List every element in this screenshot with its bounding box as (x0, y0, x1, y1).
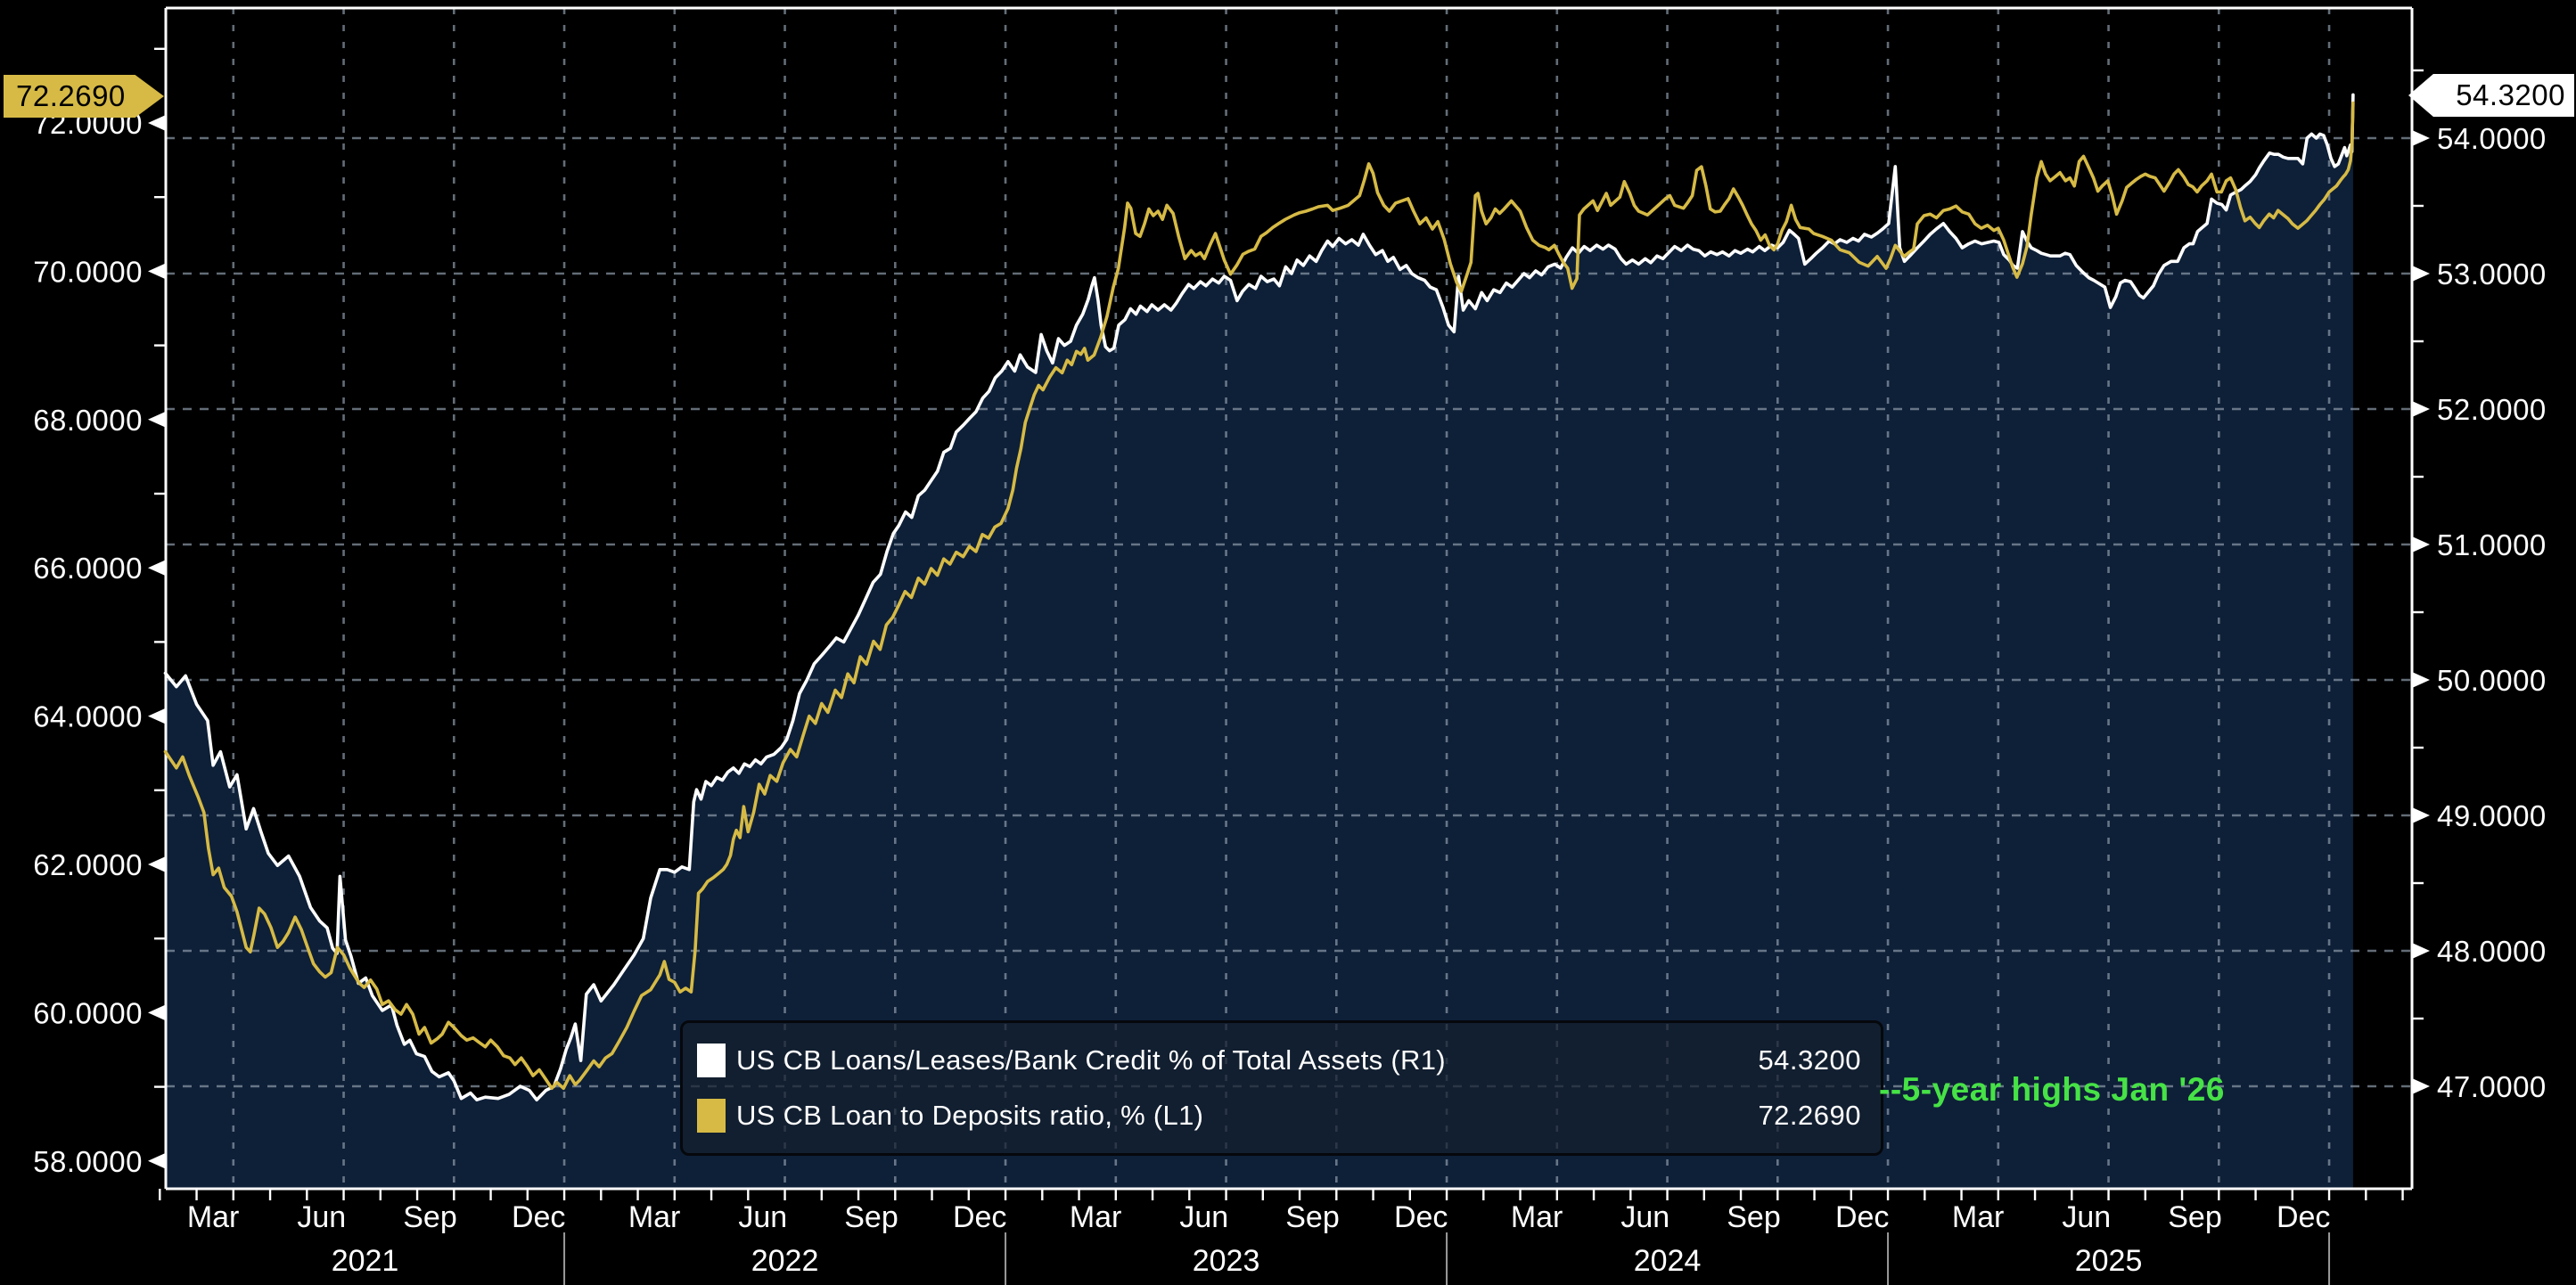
year-label: 2023 (1193, 1244, 1260, 1278)
right-axis-label: 52.0000 (2437, 393, 2547, 426)
left-axis-last-value-badge: 72.2690 (4, 75, 164, 118)
month-label: Mar (1511, 1200, 1563, 1234)
legend-item-loans-assets-r1[interactable]: US CB Loans/Leases/Bank Credit % of Tota… (683, 1033, 1881, 1088)
right-axis-tick-arrow (2412, 807, 2430, 823)
right-axis-tick-arrow (2412, 943, 2430, 959)
month-label: Dec (953, 1200, 1006, 1234)
month-label: Sep (1285, 1200, 1340, 1234)
right-axis-label: 48.0000 (2437, 935, 2547, 968)
month-label: Mar (628, 1200, 681, 1234)
legend-item-loan-deposit-l1[interactable]: US CB Loan to Deposits ratio, % (L1) 72.… (683, 1088, 1881, 1143)
left-axis-label: 68.0000 (33, 404, 143, 437)
left-axis-label: 64.0000 (33, 700, 143, 733)
left-axis-label: 70.0000 (33, 255, 143, 288)
right-axis-label: 47.0000 (2437, 1070, 2547, 1103)
right-axis-tick-arrow (2412, 130, 2430, 146)
legend-label-l1: US CB Loan to Deposits ratio, % (L1) (736, 1100, 1204, 1131)
right-axis-label: 49.0000 (2437, 799, 2547, 832)
month-label: Dec (2277, 1200, 2330, 1234)
legend-value-l1: 72.2690 (1758, 1100, 1861, 1131)
left-axis-label: 60.0000 (33, 996, 143, 1029)
right-axis-tick-arrow (2412, 1078, 2430, 1094)
right-axis-tick-arrow (2412, 401, 2430, 417)
left-axis-tick-arrow (148, 560, 166, 577)
month-label: Sep (403, 1200, 457, 1234)
month-label: Sep (1727, 1200, 1781, 1234)
legend-box: US CB Loans/Leases/Bank Credit % of Tota… (680, 1020, 1883, 1156)
month-label: Jun (2062, 1200, 2111, 1234)
legend-swatch-white-icon (697, 1044, 726, 1077)
right-axis-label: 53.0000 (2437, 258, 2547, 291)
legend-value-r1: 54.3200 (1758, 1044, 1861, 1076)
month-label: Mar (187, 1200, 240, 1234)
year-label: 2021 (332, 1244, 399, 1278)
left-axis-tick-arrow (148, 115, 166, 131)
year-label: 2025 (2075, 1244, 2143, 1278)
left-axis-label: 62.0000 (33, 848, 143, 881)
month-label: Dec (1394, 1200, 1448, 1234)
area-fill (165, 94, 2353, 1189)
left-axis-tick-arrow (148, 1152, 166, 1169)
right-axis-tick-arrow (2412, 672, 2430, 688)
month-label: Mar (1070, 1200, 1122, 1234)
left-axis-tick-arrow (148, 856, 166, 872)
left-axis-tick-arrow (148, 411, 166, 428)
year-label: 2022 (751, 1244, 819, 1278)
month-label: Jun (297, 1200, 346, 1234)
right-axis-tick-arrow (2412, 536, 2430, 552)
chart-annotation: --5-year highs Jan '26 (1879, 1071, 2225, 1108)
legend-swatch-gold-icon (697, 1099, 726, 1133)
right-axis-tick-arrow (2412, 266, 2430, 282)
left-axis-tick-arrow (148, 708, 166, 724)
month-label: Jun (1179, 1200, 1228, 1234)
month-label: Sep (844, 1200, 898, 1234)
right-axis-label: 54.0000 (2437, 122, 2547, 155)
right-axis-last-value-badge: 54.3200 (2408, 74, 2574, 117)
right-axis-label: 50.0000 (2437, 664, 2547, 697)
month-label: Jun (1620, 1200, 1669, 1234)
left-axis-tick-arrow (148, 1004, 166, 1021)
series-line-loans-assets-r1 (163, 93, 2355, 1101)
left-axis-label: 58.0000 (33, 1145, 143, 1178)
right-axis-label: 51.0000 (2437, 528, 2547, 561)
left-axis-label: 66.0000 (33, 552, 143, 585)
left-axis-tick-arrow (148, 263, 166, 280)
month-label: Sep (2168, 1200, 2222, 1234)
year-label: 2024 (1634, 1244, 1702, 1278)
series-line-loan-deposit-l1 (163, 101, 2355, 1091)
legend-label-r1: US CB Loans/Leases/Bank Credit % of Tota… (736, 1044, 1446, 1076)
month-label: Dec (1835, 1200, 1889, 1234)
month-label: Mar (1952, 1200, 2005, 1234)
month-label: Jun (738, 1200, 787, 1234)
month-label: Dec (512, 1200, 565, 1234)
